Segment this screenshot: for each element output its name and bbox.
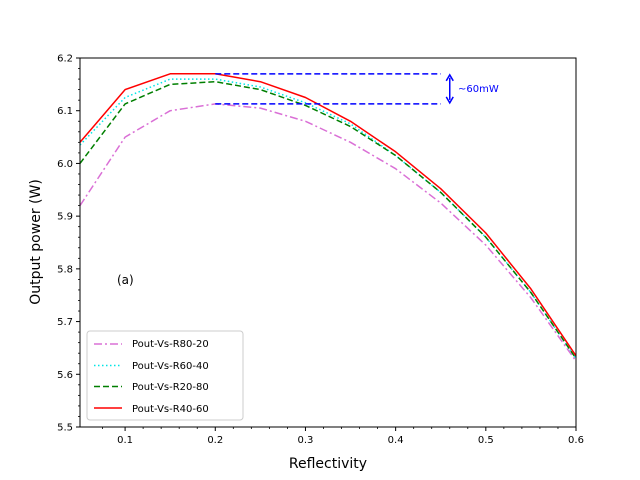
x-tick-label: 0.1	[117, 435, 133, 446]
y-tick-label: 5.9	[57, 212, 73, 223]
series-line-4	[79, 73, 577, 357]
x-tick-label: 0.3	[298, 435, 314, 446]
legend-box	[86, 330, 244, 421]
x-tick-label: 0.6	[568, 435, 584, 446]
y-tick-label: 6.1	[57, 106, 73, 117]
x-tick-label: 0.5	[478, 435, 494, 446]
y-tick-label: 5.6	[57, 370, 73, 381]
legend-label-4: Pout-Vs-R40-60	[132, 404, 209, 415]
annotation-layer	[215, 73, 454, 105]
x-axis-label: Reflectivity	[289, 456, 367, 472]
plot-frame	[79, 57, 577, 428]
panel-label: (a)	[117, 273, 134, 287]
ticks-layer: 0.1 0.2 0.3 0.4 0.5 0.6 5.5 5.6 5.7 5.8 5.9 6.0 6.1 6…	[57, 54, 584, 447]
y-tick-label: 5.7	[57, 317, 73, 328]
y-tick-label: 6.0	[57, 159, 73, 170]
annotation-arrow-head-down	[445, 96, 454, 105]
y-tick-label: 5.5	[57, 423, 73, 434]
series-layer	[79, 73, 577, 362]
legend-label-1: Pout-Vs-R80-20	[132, 339, 209, 350]
y-axis-label: Output power (W)	[28, 179, 44, 305]
x-tick-label: 0.4	[388, 435, 404, 446]
legend-lines	[94, 343, 122, 409]
legend: Pout-Vs-R80-20 Pout-Vs-R60-40 Pout-Vs-R2…	[86, 330, 244, 421]
y-tick-label: 6.2	[57, 54, 73, 65]
y-tick-label: 5.8	[57, 264, 73, 275]
series-line-3	[79, 80, 577, 359]
legend-label-2: Pout-Vs-R60-40	[132, 361, 209, 372]
x-tick-label: 0.2	[207, 435, 223, 446]
legend-label-3: Pout-Vs-R20-80	[132, 382, 209, 393]
annotation-arrow-head-up	[445, 73, 454, 82]
annotation-text: ~60mW	[458, 84, 499, 95]
